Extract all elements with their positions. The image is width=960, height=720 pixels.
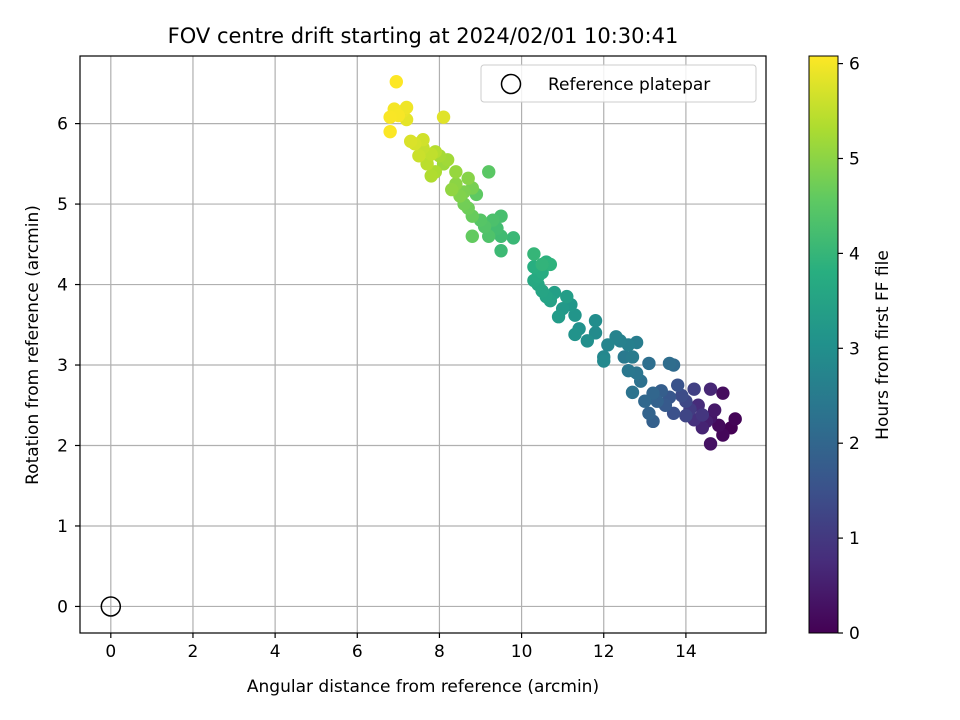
data-point xyxy=(646,386,660,400)
data-point xyxy=(728,412,742,426)
data-point xyxy=(707,403,722,417)
data-point xyxy=(695,408,710,422)
x-tick-label: 0 xyxy=(105,642,116,662)
y-axis-ticks: 0 1 2 3 4 5 6 xyxy=(57,115,80,617)
x-tick-label: 14 xyxy=(675,642,697,662)
data-point xyxy=(568,327,582,342)
reference-marker xyxy=(100,596,122,617)
data-point xyxy=(551,310,566,324)
colorbar-tick-label: 4 xyxy=(849,244,860,264)
x-axis-ticks: 0 2 4 6 8 10 12 14 xyxy=(105,633,697,662)
y-tick-label: 2 xyxy=(57,436,68,456)
data-point xyxy=(560,289,574,304)
plot-frame xyxy=(79,55,767,634)
data-point xyxy=(621,363,636,378)
data-point xyxy=(703,382,718,396)
data-point xyxy=(535,257,549,272)
reference-point xyxy=(100,596,122,617)
data-point xyxy=(695,421,710,435)
colorbar-tick-label: 6 xyxy=(849,55,860,75)
x-tick-label: 12 xyxy=(593,642,615,662)
x-tick-label: 4 xyxy=(270,642,281,662)
data-point xyxy=(482,165,496,179)
y-tick-label: 3 xyxy=(57,356,68,376)
data-point xyxy=(675,388,689,403)
data-point xyxy=(399,100,414,115)
data-point xyxy=(642,356,656,371)
data-point xyxy=(424,169,438,183)
data-point xyxy=(588,314,603,328)
data-point xyxy=(712,418,726,433)
grid-lines xyxy=(80,56,766,633)
data-point xyxy=(588,326,603,340)
data-point xyxy=(412,149,426,163)
y-tick-label: 1 xyxy=(57,517,68,537)
data-point xyxy=(679,409,693,423)
data-point xyxy=(568,308,582,322)
y-tick-label: 6 xyxy=(57,115,68,135)
y-tick-label: 4 xyxy=(57,276,68,296)
legend-box xyxy=(480,64,757,103)
colorbar-tick-label: 2 xyxy=(849,434,860,454)
data-point xyxy=(666,406,681,421)
colorbar-tick-label: 3 xyxy=(849,339,860,359)
data-point xyxy=(436,110,451,124)
chart-title: FOV centre drift starting at 2024/02/01 … xyxy=(168,24,679,48)
y-tick-label: 0 xyxy=(57,597,68,617)
y-axis-label: Rotation from reference (arcmin) xyxy=(23,205,43,485)
data-point xyxy=(527,247,541,261)
data-point xyxy=(389,75,403,89)
data-point xyxy=(506,231,521,245)
data-point xyxy=(625,350,640,364)
data-points xyxy=(383,75,742,451)
data-point xyxy=(703,437,718,451)
colorbar-tick-label: 1 xyxy=(849,529,860,549)
x-tick-label: 6 xyxy=(352,642,363,662)
y-tick-label: 5 xyxy=(57,195,68,215)
colorbar-ticks: 0 1 2 3 4 5 6 xyxy=(838,55,860,644)
legend-marker-icon xyxy=(500,73,522,95)
data-point xyxy=(461,171,475,186)
data-point xyxy=(670,378,685,392)
data-point xyxy=(465,229,479,243)
data-point xyxy=(609,330,623,344)
data-point xyxy=(449,165,463,179)
colorbar-label: Hours from first FF file xyxy=(873,250,893,440)
data-point xyxy=(597,354,611,368)
data-point xyxy=(383,110,397,124)
data-point xyxy=(638,394,652,408)
legend-entry: Reference platepar xyxy=(548,75,710,95)
data-point xyxy=(580,334,595,348)
data-point xyxy=(601,338,615,352)
colorbar: 0 1 2 3 4 5 6 Hours from first FF file xyxy=(808,55,893,644)
data-point xyxy=(494,244,508,258)
x-tick-label: 10 xyxy=(511,642,533,662)
data-point xyxy=(383,124,397,139)
x-tick-label: 2 xyxy=(188,642,199,662)
data-point xyxy=(403,134,418,149)
x-tick-label: 8 xyxy=(434,642,445,662)
x-axis-label: Angular distance from reference (arcmin) xyxy=(247,677,599,697)
colorbar-tick-label: 0 xyxy=(849,624,860,644)
data-point xyxy=(625,385,640,400)
data-point xyxy=(716,386,730,400)
data-point xyxy=(687,382,701,396)
data-point xyxy=(642,406,656,421)
colorbar-gradient xyxy=(808,55,839,634)
data-point xyxy=(445,182,459,197)
legend: Reference platepar xyxy=(480,64,757,103)
colorbar-tick-label: 5 xyxy=(849,149,860,169)
data-point xyxy=(662,356,677,371)
